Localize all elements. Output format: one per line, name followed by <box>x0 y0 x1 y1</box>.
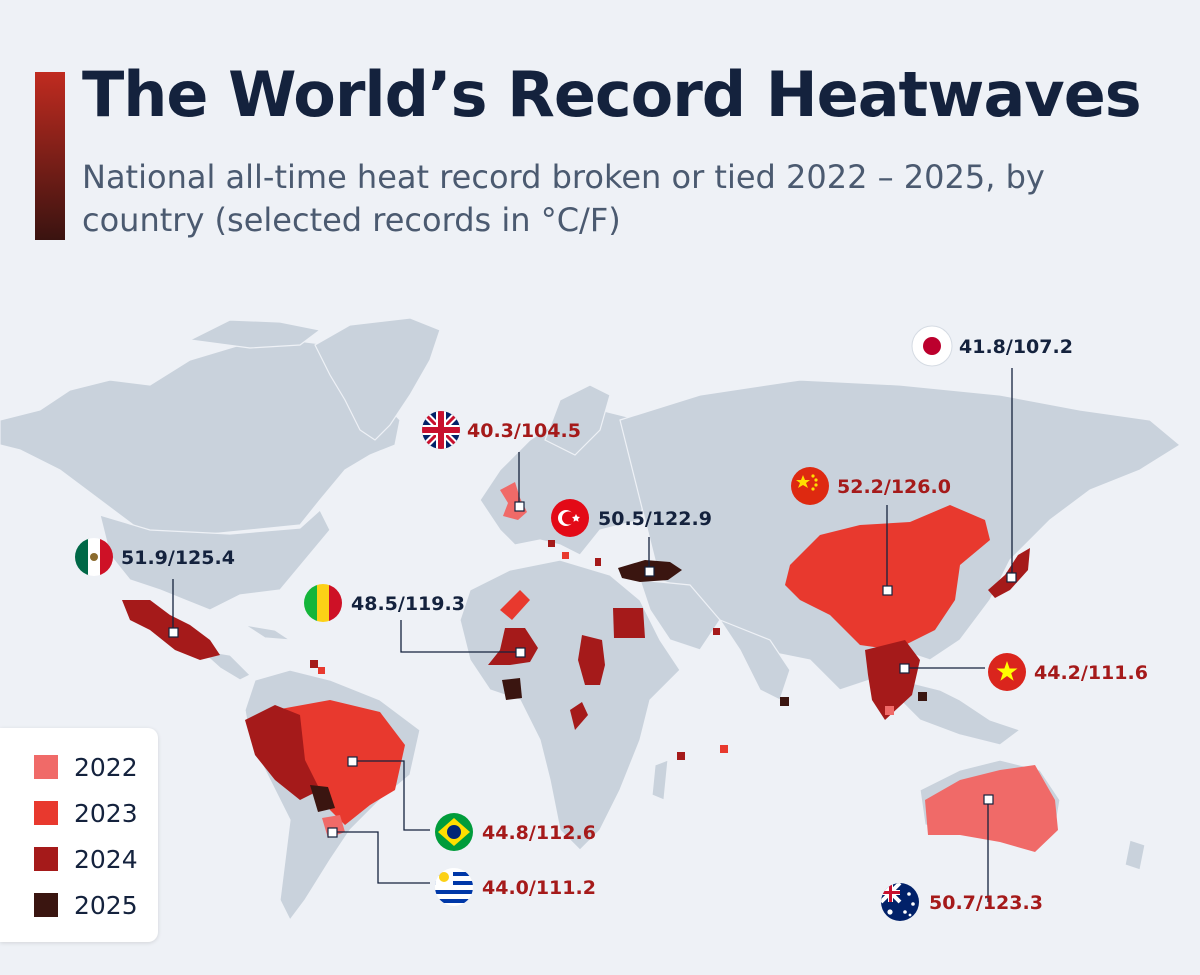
legend: 2022 2023 2024 2025 <box>0 728 158 942</box>
marker-vietnam <box>899 663 910 674</box>
leader-brazil <box>352 760 430 831</box>
country-vietnam-region <box>865 640 920 720</box>
page-title: The World’s Record Heatwaves <box>82 58 1142 131</box>
country-egypt <box>613 608 645 638</box>
legend-item-2024: 2024 <box>34 844 138 874</box>
marker-turkey <box>644 566 655 577</box>
label-brazil: 44.8/112.6 <box>482 822 596 844</box>
leader-uruguay <box>332 831 430 884</box>
land-arctic-islands <box>187 319 322 349</box>
marker-australia <box>983 794 994 805</box>
legend-swatch-2022 <box>34 755 58 779</box>
land-caribbean <box>244 624 293 641</box>
small-marker-caribbean-1 <box>310 660 318 668</box>
marker-brazil <box>347 756 358 767</box>
small-marker-maldives <box>780 697 789 706</box>
marker-uk <box>514 501 525 512</box>
label-mexico: 51.9/125.4 <box>121 547 235 569</box>
small-marker-seychelles <box>677 752 685 760</box>
land-greenland <box>314 317 441 441</box>
legend-label-2023: 2023 <box>74 798 138 828</box>
label-vietnam: 44.2/111.6 <box>1034 662 1148 684</box>
land-united-states <box>99 509 331 611</box>
legend-item-2023: 2023 <box>34 798 138 828</box>
country-ivory-coast <box>502 678 522 700</box>
mali-flag-icon <box>304 584 342 622</box>
legend-swatch-2025 <box>34 893 58 917</box>
australia-flag-icon <box>881 883 919 921</box>
turkey-flag-icon <box>551 499 589 537</box>
legend-label-2025: 2025 <box>74 890 138 920</box>
small-marker-gulf <box>713 628 720 635</box>
small-marker-europe-1 <box>548 540 555 547</box>
small-marker-mauritius <box>720 745 728 753</box>
label-china: 52.2/126.0 <box>837 476 951 498</box>
small-marker-brunei <box>918 692 927 701</box>
land-africa <box>459 559 681 851</box>
label-uruguay: 44.0/111.2 <box>482 877 596 899</box>
brazil-flag-icon <box>435 813 473 851</box>
land-alaska-canada <box>0 339 401 536</box>
vietnam-flag-icon <box>988 653 1026 691</box>
title-accent-bar <box>35 72 65 240</box>
marker-japan <box>1006 572 1017 583</box>
land-scandinavia <box>544 384 611 456</box>
marker-mexico <box>168 627 179 638</box>
china-flag-icon <box>791 467 829 505</box>
land-central-america <box>198 649 252 681</box>
legend-label-2024: 2024 <box>74 844 138 874</box>
small-marker-singapore <box>885 706 894 715</box>
country-paraguay <box>310 785 335 812</box>
legend-label-2022: 2022 <box>74 752 138 782</box>
label-japan: 41.8/107.2 <box>959 336 1073 358</box>
land-europe <box>479 409 651 556</box>
label-turkey: 50.5/122.9 <box>598 508 712 530</box>
country-chad <box>578 635 605 685</box>
land-new-zealand <box>1124 839 1146 871</box>
page-subtitle: National all-time heat record broken or … <box>82 158 1045 239</box>
marker-china <box>882 585 893 596</box>
legend-swatch-2024 <box>34 847 58 871</box>
label-australia: 50.7/123.3 <box>929 892 1043 914</box>
marker-mali <box>515 647 526 658</box>
small-marker-europe-2 <box>562 552 569 559</box>
country-morocco <box>500 590 530 620</box>
uruguay-flag-icon <box>435 868 473 906</box>
mexico-flag-icon <box>75 538 113 576</box>
leader-mali <box>400 620 520 653</box>
legend-swatch-2023 <box>34 801 58 825</box>
legend-item-2022: 2022 <box>34 752 138 782</box>
japan-flag-icon <box>911 325 953 367</box>
country-peru-bolivia <box>245 705 320 800</box>
location-markers <box>168 501 1017 838</box>
land-madagascar <box>651 759 669 801</box>
land-southeast-asia <box>899 679 1022 746</box>
small-marker-caribbean-2 <box>318 667 325 674</box>
country-congo <box>570 702 588 730</box>
label-mali: 48.5/119.3 <box>351 593 465 615</box>
country-brazil <box>275 700 405 825</box>
record-labels: 41.8/107.2 40.3/104.5 50.5/122.9 52.2/12… <box>121 336 1148 914</box>
legend-item-2025: 2025 <box>34 890 138 920</box>
marker-uruguay <box>327 827 338 838</box>
leader-lines <box>172 368 1013 902</box>
country-australia <box>925 765 1058 852</box>
uk-flag-icon <box>422 411 460 449</box>
label-uk: 40.3/104.5 <box>467 420 581 442</box>
small-marker-europe-3 <box>595 558 601 566</box>
